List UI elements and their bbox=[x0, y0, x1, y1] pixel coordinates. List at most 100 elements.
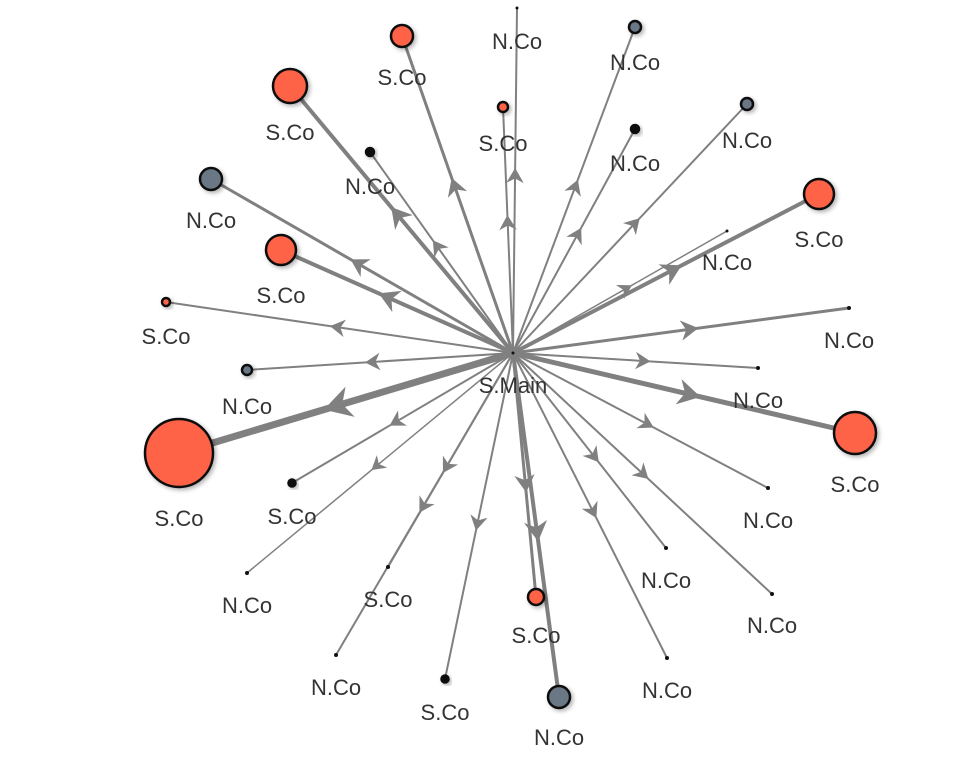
node-label: N.Co bbox=[345, 174, 395, 199]
arrowhead bbox=[506, 168, 524, 184]
node bbox=[334, 653, 338, 657]
arrowhead bbox=[499, 215, 517, 231]
edge bbox=[246, 352, 514, 371]
node-label: S.Co bbox=[479, 131, 528, 156]
node bbox=[160, 296, 172, 308]
node bbox=[629, 123, 641, 135]
node-label: N.Co bbox=[747, 613, 797, 638]
edge bbox=[502, 106, 514, 354]
node-label: N.Co bbox=[610, 151, 660, 176]
node-label: S.Main bbox=[479, 373, 547, 398]
edge bbox=[512, 7, 518, 354]
arrowhead bbox=[350, 259, 371, 277]
node-label: S.Co bbox=[795, 227, 844, 252]
node-label: N.Co bbox=[534, 725, 584, 750]
edge bbox=[280, 248, 514, 355]
edge bbox=[444, 352, 514, 680]
arrowhead bbox=[581, 500, 598, 519]
node-label: S.Co bbox=[831, 472, 880, 497]
arrowhead bbox=[447, 177, 468, 198]
arrowhead bbox=[389, 410, 407, 426]
edge bbox=[512, 192, 820, 355]
node bbox=[271, 67, 309, 105]
node-label: N.Co bbox=[722, 128, 772, 153]
arrowhead bbox=[679, 320, 699, 341]
node-label: N.Co bbox=[642, 678, 692, 703]
edge bbox=[210, 177, 514, 355]
node bbox=[665, 656, 669, 660]
node bbox=[664, 546, 668, 550]
node-label: N.Co bbox=[311, 675, 361, 700]
node-label: N.Co bbox=[733, 388, 783, 413]
node-label: N.Co bbox=[641, 568, 691, 593]
arrowhead bbox=[658, 264, 682, 285]
edge bbox=[512, 350, 856, 436]
node-label: S.Co bbox=[266, 120, 315, 145]
node bbox=[440, 674, 450, 684]
arrowhead bbox=[323, 386, 355, 417]
edge bbox=[512, 230, 728, 354]
node-label: N.Co bbox=[743, 508, 793, 533]
node bbox=[386, 565, 390, 569]
arrowhead bbox=[470, 514, 488, 531]
node-label: S.Co bbox=[142, 324, 191, 349]
node bbox=[264, 233, 298, 267]
node bbox=[770, 592, 774, 596]
node bbox=[766, 486, 770, 490]
node bbox=[627, 19, 643, 35]
arrowhead bbox=[615, 284, 632, 300]
node-label: S.Co bbox=[421, 700, 470, 725]
arrowhead bbox=[524, 519, 548, 542]
node-label: N.Co bbox=[492, 29, 542, 54]
arrowhead bbox=[566, 227, 582, 246]
node bbox=[725, 229, 729, 233]
node bbox=[832, 410, 878, 456]
node-label: S.Co bbox=[257, 283, 306, 308]
edges bbox=[165, 7, 856, 698]
node bbox=[526, 587, 546, 607]
edge bbox=[512, 103, 748, 354]
edge bbox=[246, 352, 514, 574]
node-label: S.Co bbox=[364, 587, 413, 612]
node bbox=[515, 6, 519, 10]
arrowhead bbox=[631, 462, 649, 480]
arrowhead bbox=[329, 319, 347, 337]
arrowhead bbox=[634, 351, 651, 370]
node bbox=[245, 571, 249, 575]
node bbox=[511, 351, 515, 355]
node-label: N.Co bbox=[222, 593, 272, 618]
node-label: N.Co bbox=[610, 50, 660, 75]
node bbox=[240, 363, 254, 377]
edge bbox=[511, 352, 561, 698]
edge bbox=[288, 84, 515, 355]
node-label: N.Co bbox=[186, 208, 236, 233]
node-label: N.Co bbox=[222, 394, 272, 419]
node-label: N.Co bbox=[824, 328, 874, 353]
node bbox=[287, 478, 297, 488]
arrowhead bbox=[371, 455, 388, 471]
edge bbox=[512, 352, 759, 369]
arrowhead bbox=[391, 207, 413, 230]
labels: S.Main N.Co S.Co N.Co S.Co S.Co N.Co N.Co N.Co N.… bbox=[142, 29, 880, 750]
node bbox=[802, 177, 836, 211]
edge bbox=[512, 352, 769, 489]
node-label: S.Co bbox=[268, 504, 317, 529]
arrowhead bbox=[564, 179, 581, 197]
node bbox=[756, 366, 760, 370]
arrowhead bbox=[636, 412, 654, 429]
nodes bbox=[143, 6, 878, 710]
edge bbox=[177, 349, 515, 457]
edge bbox=[512, 26, 636, 354]
node-label: N.Co bbox=[702, 250, 752, 275]
arrowhead bbox=[582, 445, 599, 463]
edge bbox=[512, 306, 850, 355]
edge bbox=[291, 352, 514, 484]
arrowhead bbox=[365, 352, 381, 371]
node bbox=[389, 23, 415, 49]
node bbox=[847, 306, 851, 310]
node bbox=[739, 96, 755, 112]
node bbox=[496, 100, 510, 114]
arrowhead bbox=[623, 218, 640, 236]
node-label: S.Co bbox=[155, 506, 204, 531]
